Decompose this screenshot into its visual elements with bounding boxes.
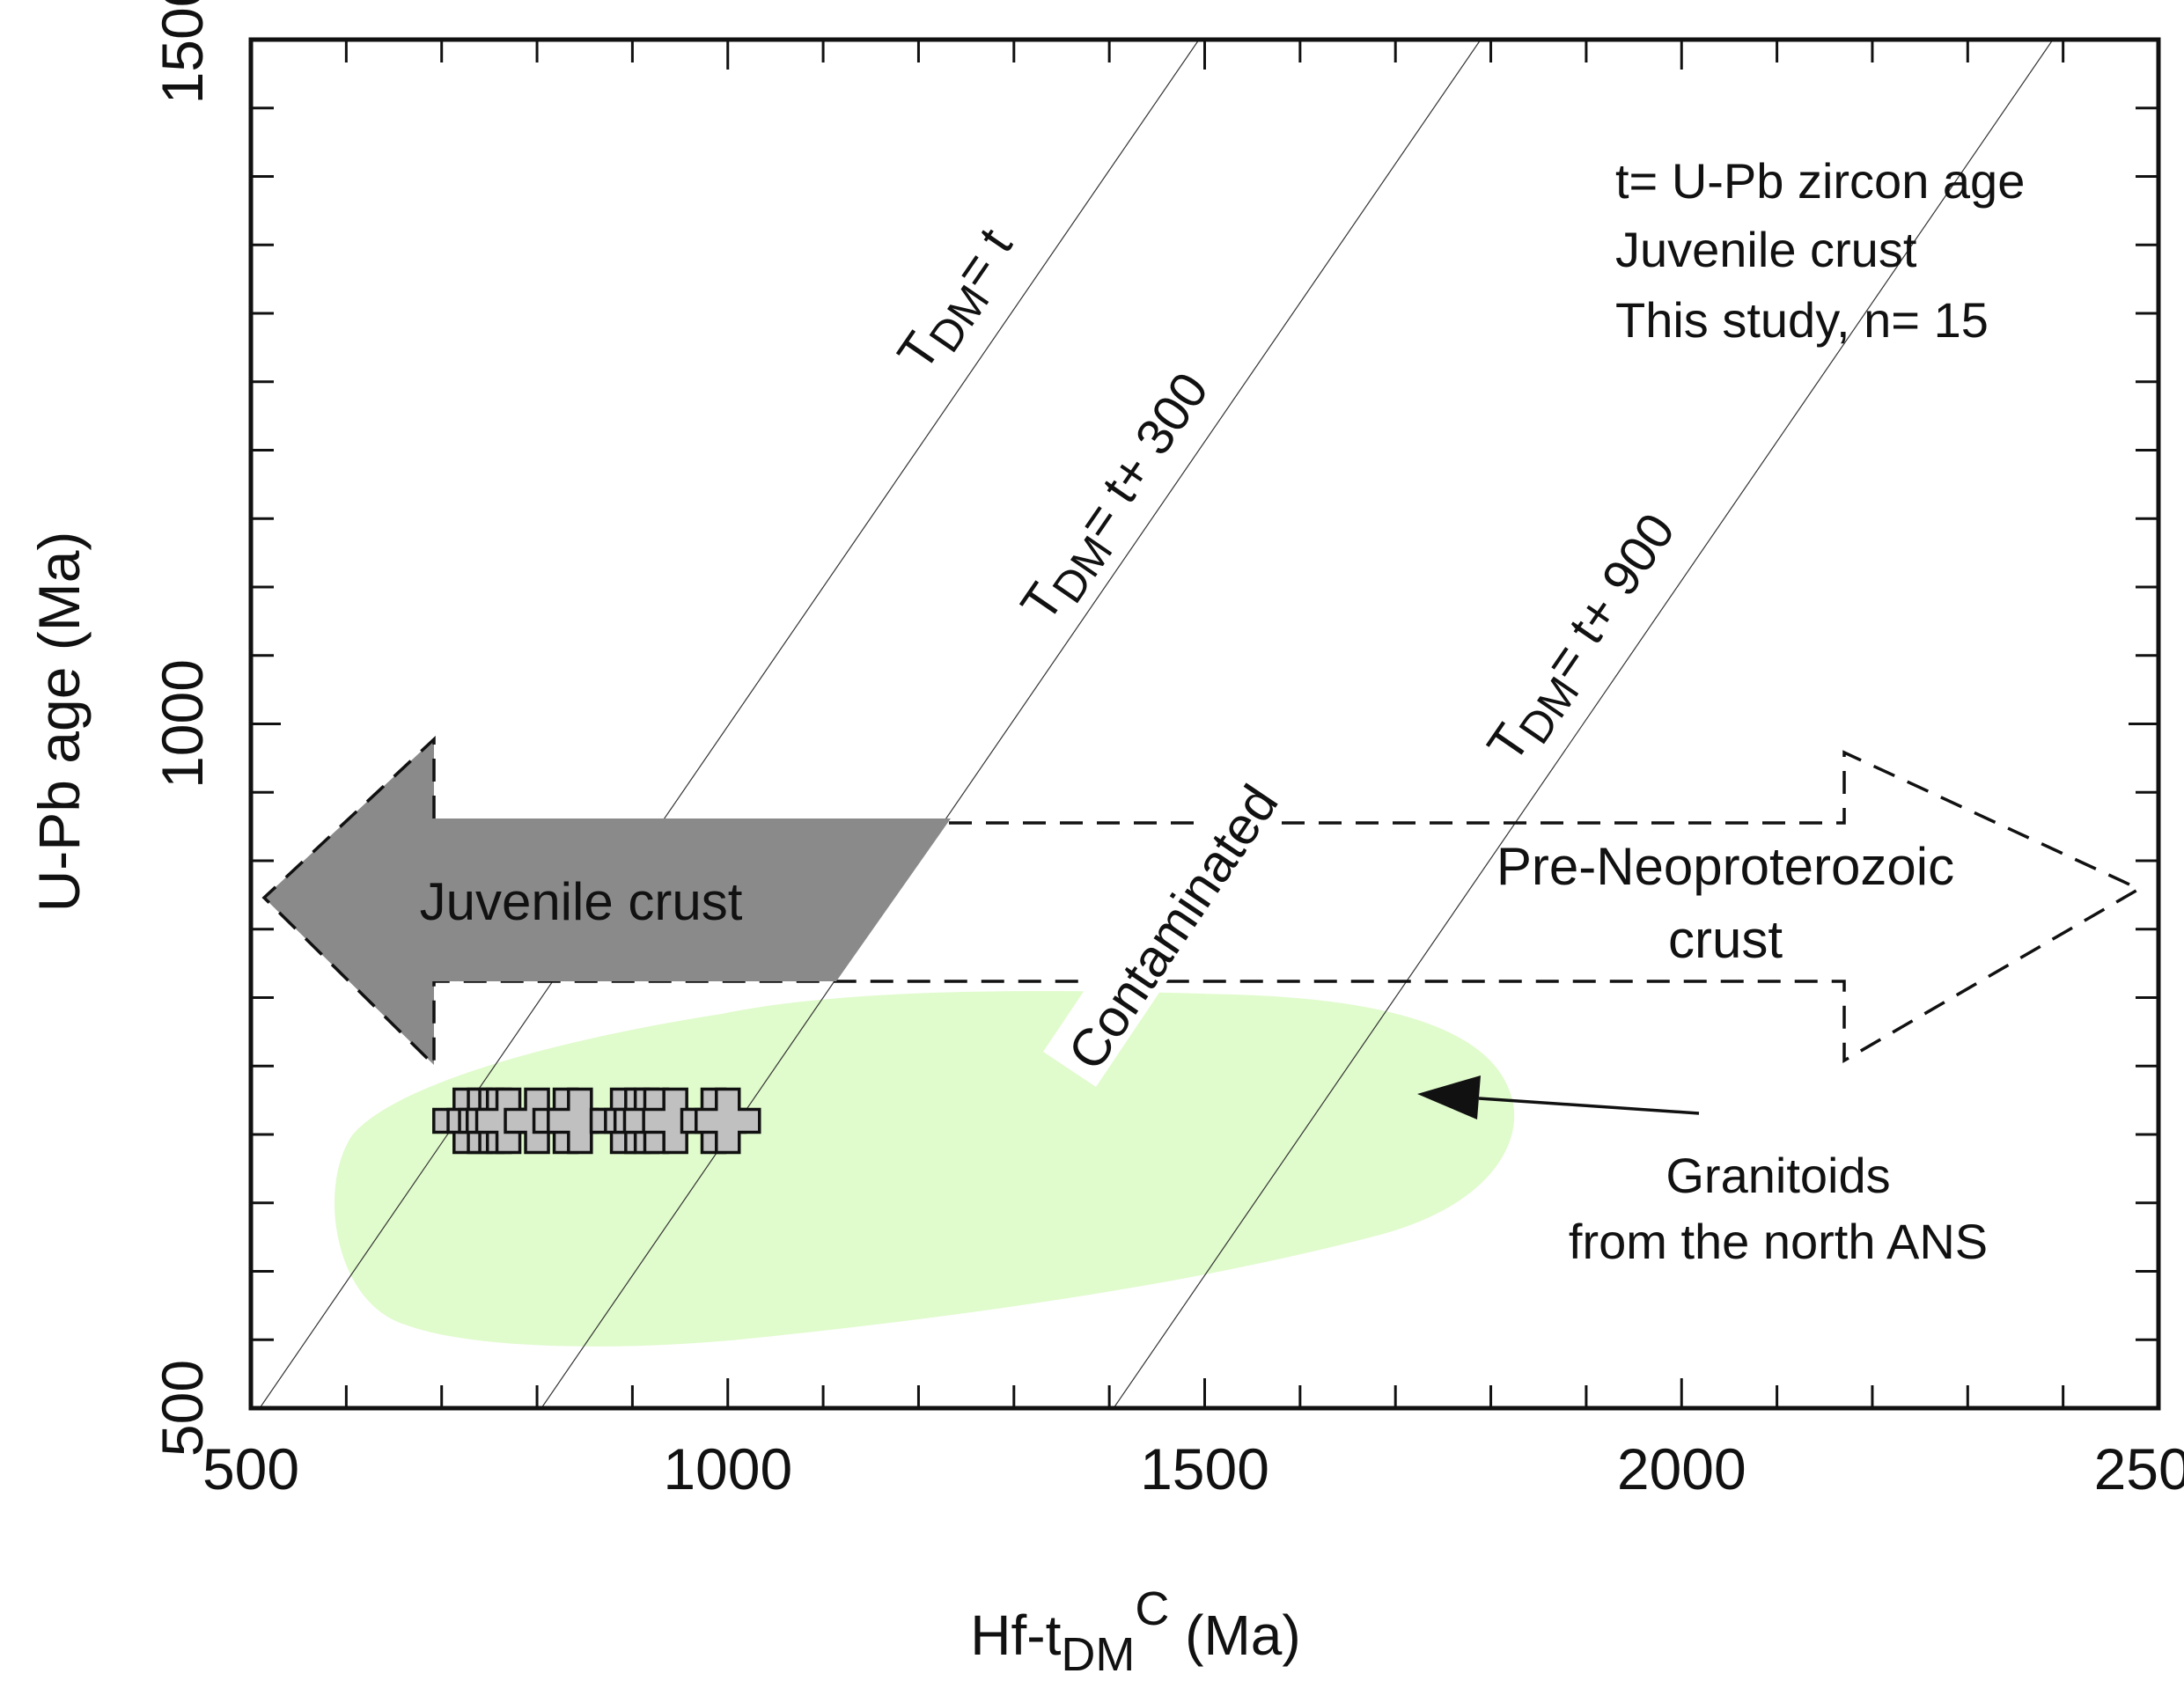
granitoid-pointer-line — [1478, 1097, 1700, 1115]
y-axis-label: U-Pb age (Ma) — [26, 532, 92, 913]
pre-neoproterozoic-label-line1: Pre-Neoproterozoic — [1496, 837, 1954, 896]
contaminated-label-box — [1043, 717, 1320, 1087]
ref-label-tdm-t-plus-900: TDM= t+ 900 — [1476, 503, 1695, 778]
reference-lines — [259, 40, 2054, 1408]
juvenile-crust-arrow — [264, 739, 951, 1065]
x-axis-label: Hf-tDMC (Ma) — [970, 1582, 1300, 1681]
legend-line-3: This study, n= 15 — [1615, 292, 1989, 348]
x-tick-label: 2500 — [2094, 1436, 2184, 1501]
legend-line-2: Juvenile crust — [1615, 222, 1917, 277]
legend: t= U-Pb zircon age Juvenile crust This s… — [1615, 153, 2025, 348]
axis-ticks — [249, 38, 2160, 1410]
granitoids-label-line1: Granitoids — [1666, 1148, 1890, 1203]
data-point-cross — [695, 1087, 761, 1155]
axis-tick-labels: 500 1000 1500 2000 2500 500 1000 1500 — [150, 0, 2184, 1501]
ref-label-tdm-equals-t: TDM= t — [886, 218, 1032, 386]
x-tick-label: 1000 — [663, 1436, 792, 1501]
ref-line-tdm-t-plus-300 — [540, 40, 1482, 1408]
granitoids-label-line2: from the north ANS — [1569, 1214, 1988, 1269]
y-tick-label: 1000 — [150, 659, 215, 789]
pre-neoproterozoic-arrow — [431, 750, 2143, 1064]
y-tick-label: 500 — [150, 1360, 215, 1457]
x-tick-label: 2000 — [1617, 1436, 1746, 1501]
legend-line-1: t= U-Pb zircon age — [1615, 153, 2025, 209]
y-tick-label: 1500 — [150, 0, 215, 104]
ref-line-tdm-equals-t — [259, 40, 1200, 1408]
pre-neoproterozoic-label-line2: crust — [1668, 910, 1783, 969]
juvenile-crust-label: Juvenile crust — [420, 872, 743, 931]
granitoid-field — [335, 991, 1515, 1347]
ref-label-tdm-t-plus-300: TDM= t+ 300 — [1010, 363, 1228, 637]
x-tick-label: 500 — [202, 1436, 299, 1501]
x-tick-label: 1500 — [1140, 1436, 1269, 1501]
ref-line-tdm-t-plus-900 — [1113, 40, 2054, 1408]
juvenile-crust-arrow-outline — [261, 735, 436, 1069]
data-points — [432, 1087, 761, 1155]
granitoid-pointer-head — [1417, 1075, 1481, 1119]
